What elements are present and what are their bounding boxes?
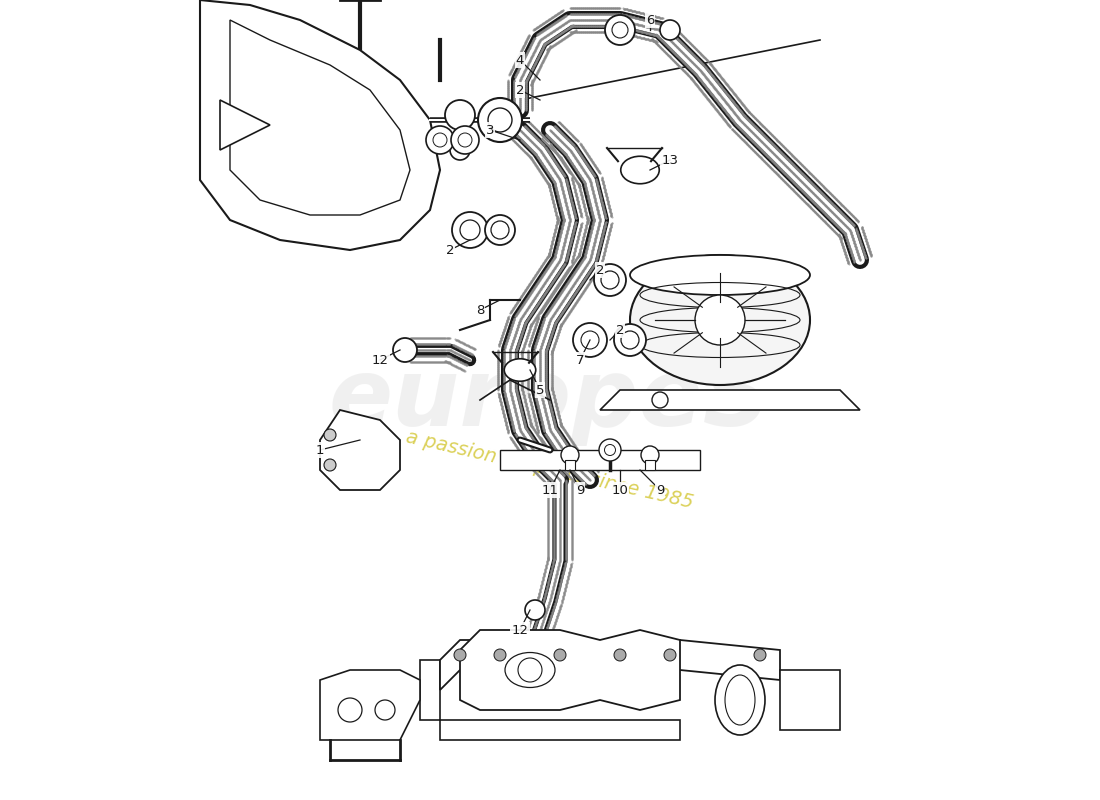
Circle shape bbox=[652, 392, 668, 408]
Circle shape bbox=[452, 212, 488, 248]
Circle shape bbox=[614, 649, 626, 661]
Ellipse shape bbox=[630, 255, 810, 295]
Polygon shape bbox=[320, 410, 400, 490]
Circle shape bbox=[324, 459, 336, 471]
Polygon shape bbox=[780, 670, 840, 730]
Text: a passion for parts since 1985: a passion for parts since 1985 bbox=[405, 428, 695, 512]
Ellipse shape bbox=[620, 156, 659, 184]
Circle shape bbox=[660, 20, 680, 40]
Circle shape bbox=[695, 295, 745, 345]
Polygon shape bbox=[440, 640, 780, 690]
Circle shape bbox=[605, 15, 635, 45]
Circle shape bbox=[573, 323, 607, 357]
Circle shape bbox=[324, 429, 336, 441]
Circle shape bbox=[561, 446, 579, 464]
Text: 11: 11 bbox=[541, 483, 559, 497]
Circle shape bbox=[754, 649, 766, 661]
Circle shape bbox=[594, 264, 626, 296]
Circle shape bbox=[454, 649, 466, 661]
Polygon shape bbox=[220, 100, 270, 150]
Text: europeS: europeS bbox=[329, 354, 771, 446]
Circle shape bbox=[554, 649, 566, 661]
Circle shape bbox=[426, 126, 454, 154]
Text: 4: 4 bbox=[516, 54, 525, 66]
Text: 9: 9 bbox=[575, 483, 584, 497]
Text: 2: 2 bbox=[616, 323, 625, 337]
Text: 7: 7 bbox=[575, 354, 584, 366]
Circle shape bbox=[600, 439, 621, 461]
Text: 8: 8 bbox=[476, 303, 484, 317]
Text: 2: 2 bbox=[596, 263, 604, 277]
Text: 13: 13 bbox=[661, 154, 679, 166]
Polygon shape bbox=[320, 670, 420, 740]
Text: 9: 9 bbox=[656, 483, 664, 497]
Circle shape bbox=[451, 126, 478, 154]
Text: 6: 6 bbox=[646, 14, 654, 26]
Polygon shape bbox=[500, 450, 700, 470]
Text: 2: 2 bbox=[446, 243, 454, 257]
Ellipse shape bbox=[630, 255, 810, 385]
Circle shape bbox=[614, 324, 646, 356]
Circle shape bbox=[664, 649, 676, 661]
Polygon shape bbox=[645, 460, 654, 470]
Text: 12: 12 bbox=[512, 623, 528, 637]
Text: 2: 2 bbox=[516, 83, 525, 97]
Circle shape bbox=[450, 140, 470, 160]
Circle shape bbox=[485, 215, 515, 245]
Polygon shape bbox=[600, 390, 860, 410]
Ellipse shape bbox=[715, 665, 764, 735]
Text: 1: 1 bbox=[316, 443, 324, 457]
Circle shape bbox=[478, 98, 522, 142]
Polygon shape bbox=[420, 660, 680, 740]
Circle shape bbox=[525, 600, 544, 620]
Circle shape bbox=[446, 100, 475, 130]
Polygon shape bbox=[565, 460, 575, 470]
Text: 3: 3 bbox=[486, 123, 494, 137]
Text: 10: 10 bbox=[612, 483, 628, 497]
Polygon shape bbox=[460, 630, 680, 710]
Text: 5: 5 bbox=[536, 383, 544, 397]
Circle shape bbox=[393, 338, 417, 362]
Circle shape bbox=[494, 649, 506, 661]
Text: 12: 12 bbox=[372, 354, 388, 366]
Ellipse shape bbox=[504, 358, 536, 382]
Circle shape bbox=[641, 446, 659, 464]
